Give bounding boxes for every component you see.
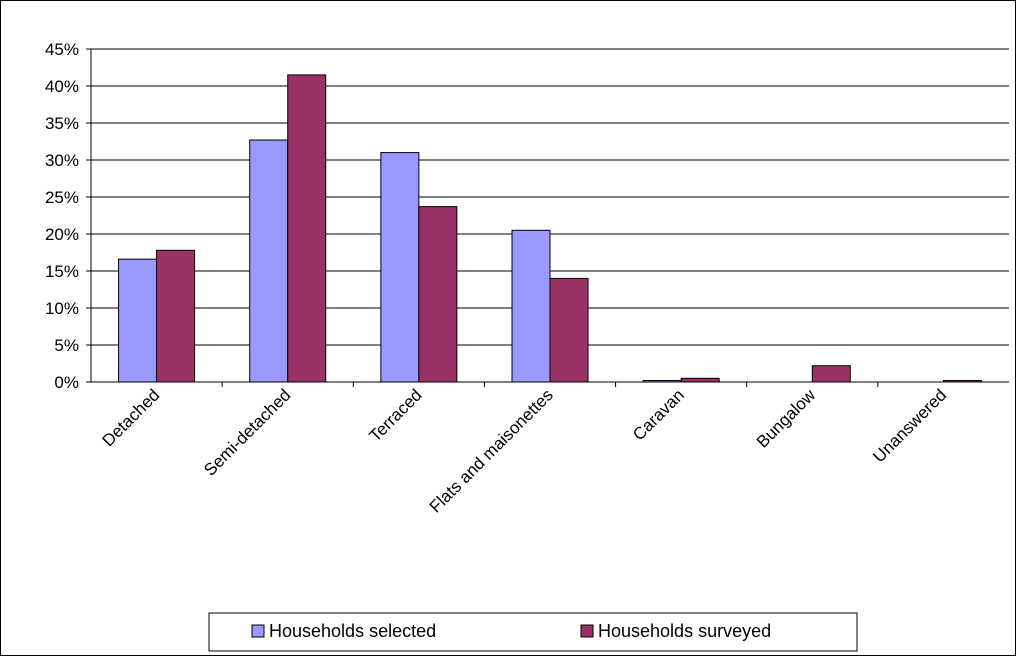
legend-box (208, 612, 858, 652)
x-category-label: Caravan (629, 385, 688, 444)
x-axis-ticks: Detached Semi-detached Terraced Flats and m… (99, 382, 950, 516)
bar-selected-3 (511, 229, 551, 383)
y-tick-label: 0% (54, 373, 79, 392)
x-category-label: Terraced (365, 385, 425, 445)
y-tick-label: 25% (45, 188, 79, 207)
bar-surveyed-2 (418, 206, 458, 383)
x-category-label: Detached (99, 385, 164, 450)
y-tick-label: 45% (45, 40, 79, 59)
bar-surveyed-4 (680, 377, 720, 383)
legend-label-selected: Households selected (269, 621, 436, 641)
y-tick-label: 35% (45, 114, 79, 133)
y-axis-ticks: 0% 5% 10% 15% 20% 25% 30% 35% 40% 45% (45, 40, 91, 392)
bar-surveyed-1 (287, 74, 327, 383)
x-category-label: Bungalow (753, 385, 820, 452)
y-tick-label: 20% (45, 225, 79, 244)
bar-surveyed-5 (811, 365, 851, 383)
x-category-label: Semi-detached (200, 385, 294, 479)
legend: Households selected Households surveyed (208, 612, 858, 652)
legend-swatch-surveyed (580, 624, 594, 638)
x-category-label: Unanswered (869, 385, 950, 466)
y-tick-label: 30% (45, 151, 79, 170)
bars (118, 74, 982, 383)
bar-selected-1 (249, 139, 289, 383)
y-tick-label: 10% (45, 299, 79, 318)
bar-selected-2 (380, 152, 420, 383)
y-tick-label: 5% (54, 336, 79, 355)
bar-surveyed-3 (549, 277, 589, 383)
bar-selected-0 (118, 258, 158, 383)
y-tick-label: 15% (45, 262, 79, 281)
x-category-label: Flats and maisonettes (426, 385, 557, 516)
y-tick-label: 40% (45, 77, 79, 96)
legend-swatch-selected (251, 624, 265, 638)
bar-surveyed-0 (156, 249, 196, 383)
legend-label-surveyed: Households surveyed (598, 621, 771, 641)
